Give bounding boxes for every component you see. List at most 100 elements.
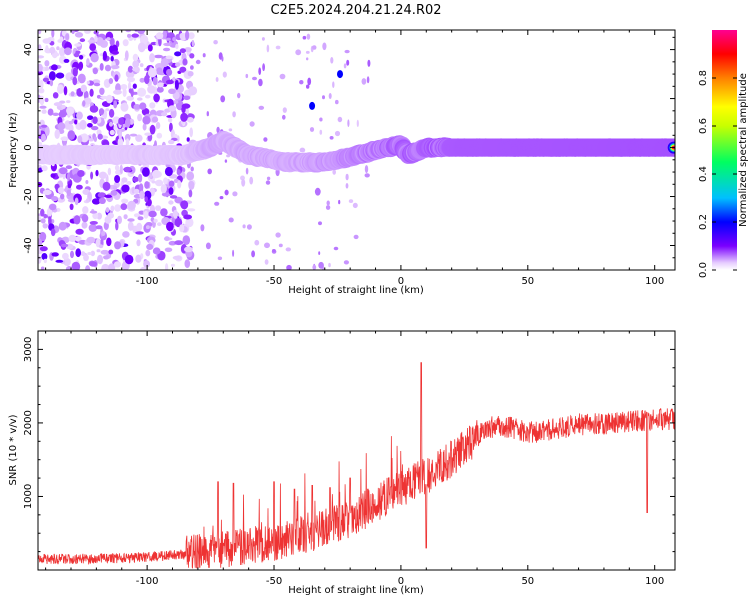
noise-speckle <box>89 43 97 51</box>
noise-speckle <box>113 100 118 109</box>
noise-speckle <box>147 85 156 94</box>
noise-speckle <box>338 199 341 205</box>
noise-speckle <box>87 123 93 128</box>
noise-speckle <box>163 47 171 52</box>
noise-speckle <box>191 39 195 47</box>
noise-speckle <box>120 84 128 90</box>
noise-speckle <box>39 246 48 252</box>
noise-speckle <box>83 254 89 262</box>
noise-speckle <box>264 259 269 265</box>
noise-speckle <box>155 32 164 40</box>
noise-speckle <box>110 55 114 62</box>
noise-speckle <box>119 164 123 174</box>
noise-speckle <box>149 124 156 135</box>
noise-speckle <box>82 100 86 107</box>
noise-speckle <box>57 122 66 131</box>
noise-speckle <box>163 42 172 47</box>
noise-speckle <box>111 50 119 55</box>
noise-speckle <box>139 35 149 45</box>
colorbar-gradient <box>712 30 737 270</box>
noise-speckle <box>122 39 129 47</box>
noise-speckle <box>285 247 291 252</box>
noise-speckle <box>173 133 178 139</box>
noise-speckle <box>39 95 45 106</box>
noise-speckle <box>63 58 70 63</box>
noise-speckle <box>272 249 276 252</box>
noise-speckle <box>186 117 194 123</box>
noise-speckle <box>306 84 310 89</box>
colorbar-axis: 0.0 0.2 0.4 0.6 0.8 <box>698 70 737 278</box>
noise-speckle <box>190 65 194 70</box>
noise-speckle <box>133 188 140 194</box>
noise-speckle <box>87 252 92 255</box>
isolated-blob <box>337 70 344 79</box>
noise-speckle <box>149 102 156 109</box>
noise-speckle <box>242 224 246 229</box>
noise-speckle <box>152 169 161 179</box>
noise-speckle <box>143 260 151 268</box>
noise-speckle <box>108 78 114 84</box>
noise-speckle <box>332 81 335 88</box>
noise-speckle <box>153 218 158 223</box>
noise-speckle <box>74 197 79 206</box>
noise-speckle <box>77 135 83 143</box>
noise-speckle <box>174 79 179 90</box>
noise-speckle <box>104 216 112 224</box>
noise-speckle <box>219 196 224 200</box>
noise-speckle <box>142 123 147 131</box>
noise-speckle <box>160 58 169 68</box>
noise-speckle <box>86 198 90 203</box>
noise-speckle <box>44 126 50 137</box>
noise-speckle <box>328 262 331 268</box>
figure-title: C2E5.2024.204.21.24.R02 <box>270 3 441 18</box>
noise-speckle <box>121 184 130 193</box>
noise-speckle <box>188 86 198 96</box>
noise-speckle <box>140 266 149 270</box>
noise-speckle <box>127 65 134 73</box>
noise-speckle <box>132 176 139 182</box>
noise-speckle <box>164 166 173 177</box>
noise-speckle <box>254 239 260 246</box>
noise-speckle <box>92 116 98 124</box>
noise-speckle <box>174 217 183 228</box>
noise-speckle <box>139 102 147 110</box>
noise-speckle <box>185 30 190 41</box>
noise-speckle <box>245 73 249 79</box>
noise-speckle <box>302 35 307 40</box>
noise-speckle <box>155 122 161 129</box>
noise-speckle <box>152 76 158 86</box>
noise-speckle <box>74 32 84 38</box>
noise-speckle <box>127 218 135 222</box>
noise-speckle <box>143 210 149 219</box>
noise-speckle <box>186 171 195 181</box>
noise-speckle <box>90 250 96 257</box>
noise-speckle <box>63 257 71 266</box>
y-tick-label: 20 <box>23 92 34 105</box>
noise-speckle <box>206 111 209 117</box>
noise-speckle <box>200 224 205 232</box>
noise-speckle <box>44 66 50 71</box>
noise-speckle <box>135 254 142 263</box>
noise-speckle <box>66 172 71 182</box>
noise-speckle <box>168 105 177 112</box>
noise-speckle <box>138 173 143 183</box>
x-tick-label: 0 <box>398 576 404 587</box>
noise-speckle <box>364 165 369 174</box>
noise-speckle <box>345 183 349 189</box>
noise-speckle <box>266 176 271 181</box>
noise-speckle <box>252 76 257 81</box>
noise-speckle <box>189 53 195 59</box>
noise-speckle <box>74 119 78 125</box>
noise-speckle <box>104 194 113 198</box>
noise-speckle <box>325 205 331 210</box>
noise-speckle <box>160 184 167 194</box>
noise-speckle <box>74 43 82 47</box>
noise-speckle <box>329 136 334 140</box>
noise-speckle <box>177 180 182 189</box>
noise-speckle <box>264 242 270 249</box>
noise-speckle <box>118 130 123 140</box>
noise-speckle <box>237 92 241 99</box>
x-tick-label: 0 <box>398 276 404 287</box>
noise-speckle <box>109 129 115 136</box>
